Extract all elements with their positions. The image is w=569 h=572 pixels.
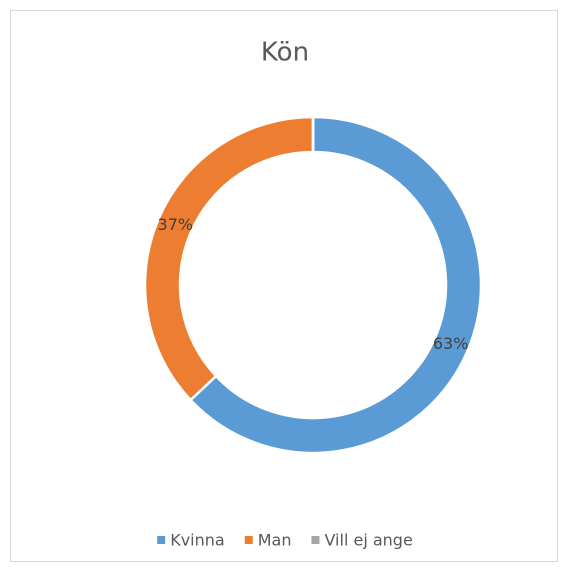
donut-slice (188, 115, 483, 455)
legend-label: Man (258, 531, 292, 550)
legend-swatch (157, 536, 166, 544)
legend-swatch (244, 536, 253, 544)
data-label: 63% (433, 334, 469, 353)
legend-label: Vill ej ange (324, 531, 412, 550)
legend-label: Kvinna (170, 531, 225, 550)
data-label: 37% (158, 215, 194, 234)
chart-title: Kön (261, 38, 309, 68)
legend-swatch (311, 536, 320, 544)
